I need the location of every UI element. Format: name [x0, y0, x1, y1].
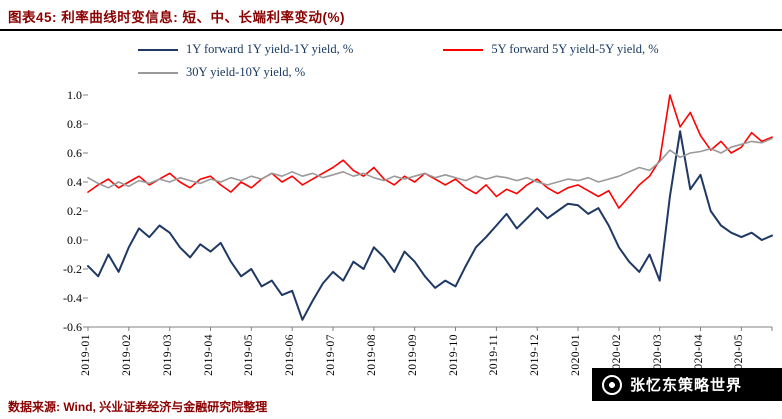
x-axis-tick-label: 2019-08	[365, 334, 378, 376]
watermark-text: 张忆东策略世界	[630, 377, 743, 394]
x-axis-tick-label: 2019-06	[284, 334, 297, 376]
x-axis-tick-label: 2020-03	[651, 334, 664, 376]
x-axis-tick-label: 2019-11	[488, 334, 501, 376]
y-axis-tick-label: -0.2	[63, 262, 82, 276]
y-axis-tick-label: 0.8	[67, 117, 82, 131]
y-axis-tick-label: 0.2	[67, 204, 82, 218]
x-axis-tick-label: 2019-05	[243, 334, 256, 376]
legend-item-1y-forward: 1Y forward 1Y yield-1Y yield, %	[138, 42, 353, 57]
legend-label-30y-10y: 30Y yield-10Y yield, %	[186, 65, 306, 79]
y-axis-tick-label: -0.4	[63, 291, 82, 305]
legend-line-navy-icon	[138, 48, 178, 51]
x-axis-tick-label: 2020-02	[610, 334, 623, 376]
watermark-badge: 张忆东策略世界	[592, 368, 782, 401]
x-axis-tick-label: 2019-10	[447, 334, 460, 376]
x-axis-tick-label: 2019-09	[406, 334, 419, 376]
series-line-2	[87, 137, 773, 189]
y-axis-tick-label: 0.0	[67, 233, 82, 247]
x-axis-tick-label: 2019-12	[529, 334, 542, 376]
y-axis-tick-label: 1.0	[67, 88, 82, 102]
y-axis-tick-label: -0.6	[63, 320, 82, 334]
legend-row-2: 30Y yield-10Y yield, %	[138, 61, 738, 84]
y-axis-tick-label: 0.4	[67, 175, 82, 189]
watermark-logo-icon	[602, 374, 622, 395]
legend-line-gray-icon	[138, 71, 178, 74]
legend-line-red-icon	[443, 48, 484, 51]
x-axis-tick-label: 2019-02	[120, 334, 133, 376]
data-source-note: 数据来源: Wind, 兴业证券经济与金融研究院整理	[8, 400, 268, 414]
y-axis-tick-label: 0.6	[67, 146, 82, 160]
x-axis-tick-label: 2019-04	[202, 334, 215, 376]
legend-label-1y-forward: 1Y forward 1Y yield-1Y yield, %	[186, 42, 354, 56]
x-axis-tick-label: 2019-01	[80, 334, 92, 376]
x-axis-tick-label: 2020-04	[692, 334, 705, 376]
series-line-0	[87, 130, 773, 321]
x-axis-tick-label: 2020-01	[570, 334, 583, 376]
x-axis-tick-label: 2019-03	[161, 334, 174, 376]
x-axis-tick-label: 2020-05	[733, 334, 746, 376]
legend-row-1: 1Y forward 1Y yield-1Y yield, % 5Y forwa…	[138, 38, 738, 61]
legend-item-30y-10y: 30Y yield-10Y yield, %	[138, 65, 305, 80]
legend-item-5y-forward: 5Y forward 5Y yield-5Y yield, %	[443, 42, 659, 57]
legend-label-5y-forward: 5Y forward 5Y yield-5Y yield, %	[491, 42, 659, 56]
title-divider	[0, 29, 782, 31]
figure-title: 图表45: 利率曲线时变信息: 短、中、长端利率变动(%)	[8, 10, 346, 25]
chart-legend: 1Y forward 1Y yield-1Y yield, % 5Y forwa…	[138, 38, 738, 84]
x-axis-tick-label: 2019-07	[325, 334, 337, 376]
line-chart-plot-area	[83, 94, 773, 331]
